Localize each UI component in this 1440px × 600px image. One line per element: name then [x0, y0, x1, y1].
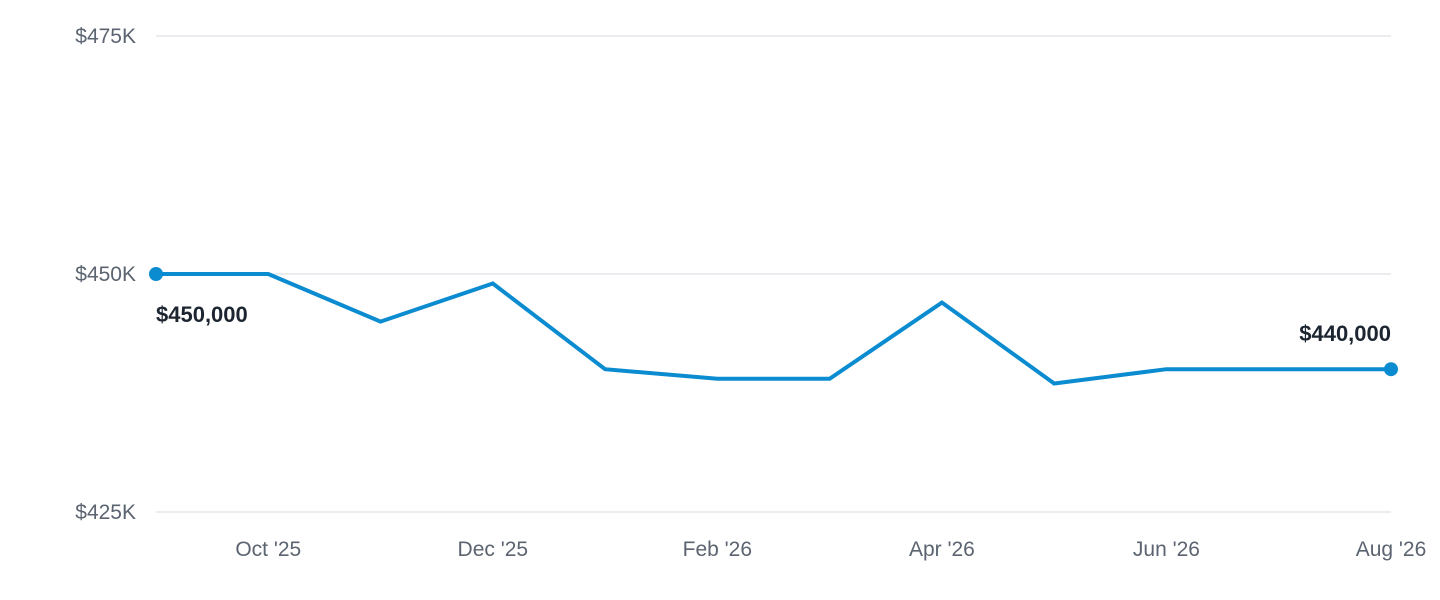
y-axis-ticks: $425K $450K $475K: [75, 25, 136, 524]
data-label-1: $440,000: [1299, 321, 1391, 346]
series-line-0: [156, 272, 1391, 386]
x-axis-ticks: Oct '25 Dec '25 Feb '26 Apr '26 Jun '26 Aug '…: [235, 538, 1426, 561]
y-tick-label-2: $475K: [75, 25, 136, 48]
data-point-11[interactable]: [1384, 362, 1398, 377]
x-tick-label-1: Dec '25: [458, 538, 529, 561]
data-label-0: $450,000: [156, 302, 248, 327]
x-tick-label-4: Jun '26: [1133, 538, 1200, 561]
x-tick-label-0: Oct '25: [235, 538, 301, 561]
x-tick-label-2: Feb '26: [683, 538, 752, 561]
series-layer: [149, 267, 1398, 386]
x-tick-label-3: Apr '26: [909, 538, 975, 561]
y-tick-label-1: $450K: [75, 263, 136, 286]
data-labels: $450,000 $440,000: [156, 302, 1391, 346]
x-tick-label-5: Aug '26: [1356, 538, 1427, 561]
y-tick-label-0: $425K: [75, 501, 136, 524]
data-point-0[interactable]: [149, 267, 163, 281]
grid-layer: [156, 35, 1391, 513]
